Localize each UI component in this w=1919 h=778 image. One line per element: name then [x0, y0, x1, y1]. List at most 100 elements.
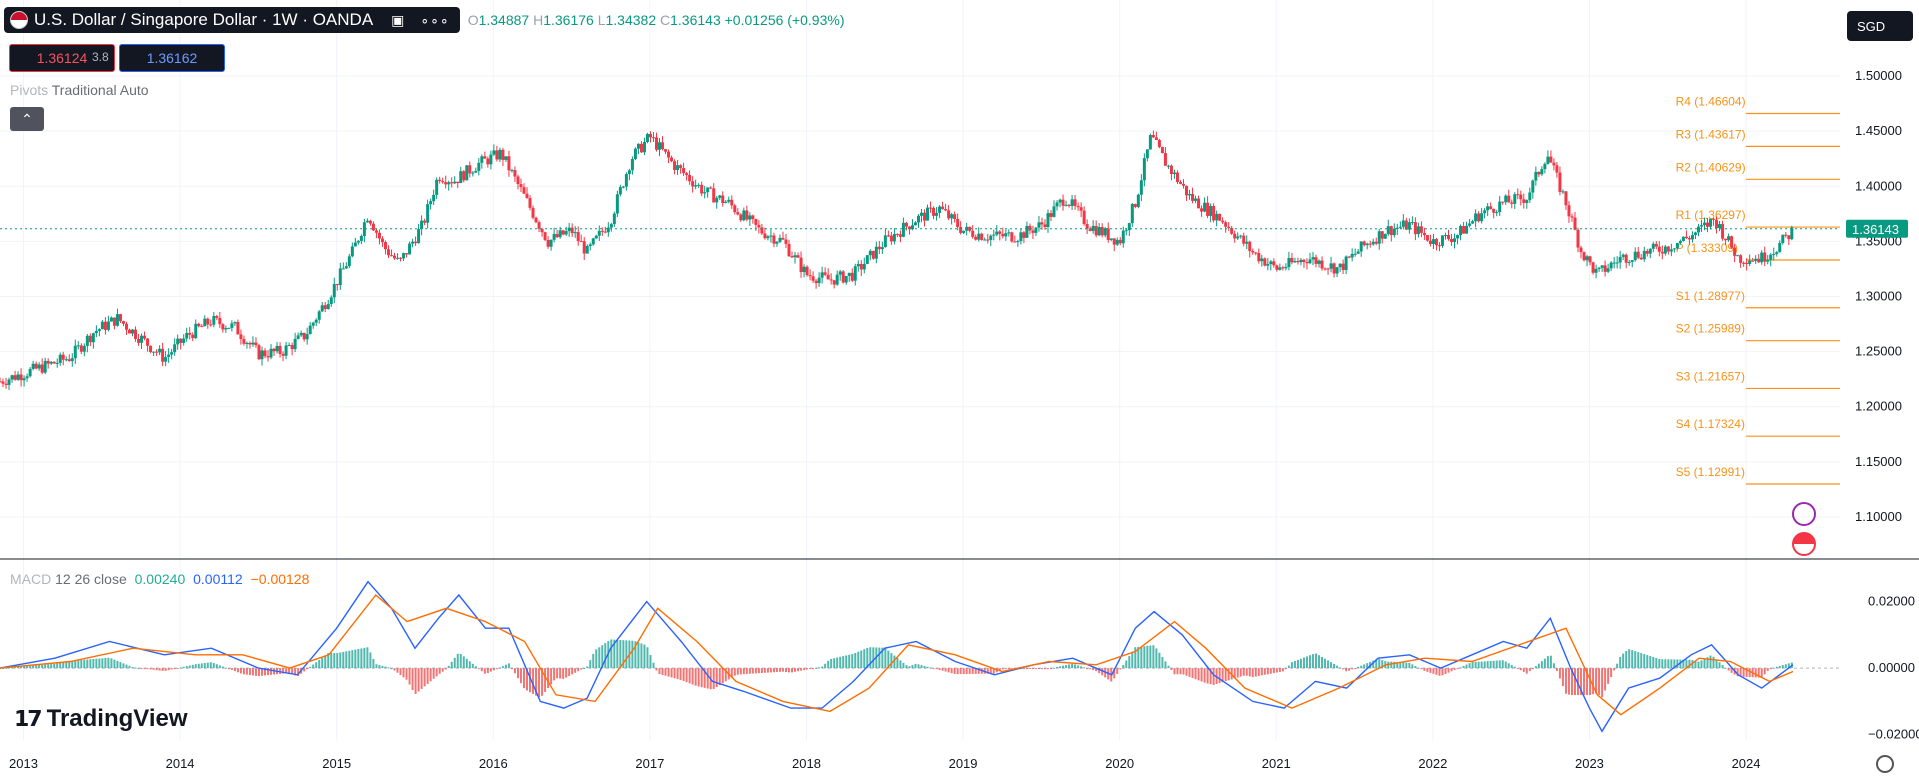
economic-event-flag-icon[interactable]: [1792, 532, 1816, 556]
macd-histogram-bar: [68, 661, 71, 669]
macd-histogram-bar: [739, 668, 742, 675]
candle-body: [1287, 257, 1291, 267]
macd-histogram-bar: [1625, 651, 1628, 669]
candle-body: [932, 207, 936, 216]
macd-histogram-bar: [134, 667, 137, 669]
candle-body: [1115, 239, 1119, 245]
candle-body: [459, 171, 463, 184]
macd-histogram-bar: [547, 668, 550, 689]
macd-histogram-bar: [673, 668, 676, 679]
candle-body: [1191, 193, 1195, 201]
candle-body: [432, 194, 436, 202]
macd-histogram-bar: [1613, 668, 1616, 671]
macd-histogram-bar: [1583, 668, 1586, 696]
candle-body: [1474, 213, 1478, 222]
candle-body: [61, 354, 65, 360]
macd-histogram-bar: [251, 668, 254, 676]
candle-body: [1594, 268, 1598, 273]
macd-histogram-bar: [369, 652, 372, 669]
candle-body: [480, 156, 484, 163]
candle-body: [654, 137, 658, 150]
macd-histogram-bar: [297, 668, 300, 677]
macd-histogram-bar: [1203, 668, 1206, 683]
macd-histogram-bar: [1435, 668, 1438, 675]
candle-body: [1760, 252, 1764, 263]
candle-body: [474, 170, 478, 173]
candle-body: [1160, 147, 1164, 154]
buy-button[interactable]: 1.36162: [119, 44, 225, 72]
candle-body: [471, 172, 475, 174]
candle-body: [576, 232, 580, 242]
macd-histogram-bar: [306, 668, 309, 670]
macd-histogram-bar: [450, 661, 453, 669]
candle-body: [787, 243, 791, 257]
candle-body: [1395, 227, 1399, 229]
currency-selector[interactable]: SGD: [1847, 11, 1913, 41]
time-axis[interactable]: 2013 2014 2015 2016 2017 2018 2019 2020 2021 2022…: [9, 756, 1760, 771]
more-icon[interactable]: ∘∘∘: [420, 11, 450, 28]
candle-body: [263, 350, 267, 357]
macd-histogram-bar: [197, 663, 200, 669]
candle-body: [537, 222, 541, 229]
price-axis[interactable]: 1.500001.450001.400001.350001.300001.250…: [1855, 68, 1902, 524]
macd-histogram-bar: [441, 668, 444, 672]
macd-histogram-bar: [908, 666, 911, 669]
macd-histogram-bar: [486, 668, 489, 674]
lightning-icon[interactable]: [1792, 502, 1816, 526]
candle-body: [1663, 246, 1667, 254]
candle-body: [1055, 202, 1059, 207]
macd-histogram-bar: [748, 668, 751, 674]
macd-histogram-bar: [146, 668, 149, 670]
macd-histogram-bar: [881, 647, 884, 669]
macd-legend[interactable]: MACD 12 26 close 0.00240 0.00112 −0.0012…: [10, 571, 309, 587]
candle-body: [1353, 253, 1357, 255]
pivots-legend[interactable]: Pivots Traditional Auto: [10, 82, 149, 98]
candle-body: [853, 266, 857, 281]
macd-histogram-bar: [781, 668, 784, 672]
settings-gear-icon[interactable]: [1876, 755, 1894, 773]
candle-body: [724, 201, 728, 204]
macd-histogram-bar: [1634, 651, 1637, 669]
candle-body: [820, 272, 824, 278]
macd-histogram-bar: [411, 668, 414, 691]
tradingview-watermark[interactable]: 𝟭𝟳 TradingView: [14, 705, 188, 733]
macd-histogram-bar: [1242, 668, 1245, 676]
macd-histogram-bar: [1004, 668, 1007, 670]
macd-histogram-bar: [992, 668, 995, 674]
candle-body: [218, 317, 222, 325]
macd-params: 12 26 close: [55, 571, 127, 587]
candle-body: [1633, 251, 1637, 261]
candle-body: [1046, 213, 1050, 228]
macd-histogram-bar: [1423, 668, 1426, 671]
candle-body: [1293, 261, 1297, 263]
macd-histogram-bar: [893, 655, 896, 669]
candle-body: [109, 317, 113, 322]
candle-body: [329, 297, 333, 305]
candle-body: [4, 383, 8, 385]
candle-body: [1085, 224, 1089, 229]
candle-body: [823, 272, 827, 275]
bookmark-icon[interactable]: ▣: [391, 11, 405, 28]
candle-body: [1684, 236, 1688, 239]
macd-histogram-bar: [604, 643, 607, 669]
macd-histogram-bar: [516, 668, 519, 679]
macd-histogram-bar: [1218, 668, 1221, 684]
macd-axis[interactable]: 0.02000 0.00000 −0.02000: [1868, 594, 1919, 742]
candle-body: [170, 352, 174, 355]
collapse-legend-button[interactable]: ⌃: [10, 107, 44, 131]
candle-body: [1453, 238, 1457, 242]
pivot-label: S2 (1.25989): [1676, 322, 1745, 336]
candle-body: [513, 170, 517, 177]
symbol-title-box[interactable]: U.S. Dollar / Singapore Dollar · 1W · OA…: [4, 7, 460, 33]
macd-histogram-bar: [1209, 668, 1212, 685]
macd-histogram-bar: [396, 668, 399, 673]
candle-body: [176, 338, 180, 345]
candle-body: [835, 274, 839, 285]
candle-body: [365, 220, 369, 223]
macd-histogram-bar: [1528, 668, 1531, 672]
sell-button[interactable]: 1.36124: [9, 44, 115, 72]
macd-histogram-bar: [1589, 668, 1592, 695]
candle-body: [1365, 243, 1369, 246]
symbol-title: U.S. Dollar / Singapore Dollar · 1W · OA…: [34, 10, 374, 29]
